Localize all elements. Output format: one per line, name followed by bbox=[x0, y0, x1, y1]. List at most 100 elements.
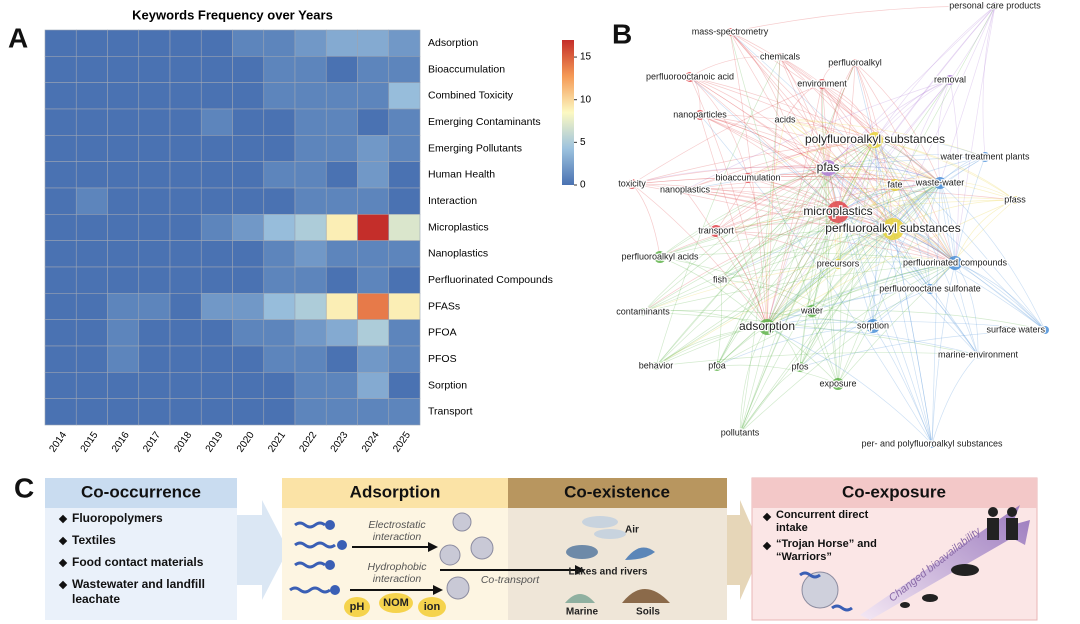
heat-cell bbox=[138, 293, 171, 320]
heat-cell bbox=[138, 161, 171, 189]
network-node bbox=[948, 256, 962, 270]
network-edge bbox=[716, 279, 723, 367]
heat-cell bbox=[107, 187, 140, 215]
network-node bbox=[945, 75, 955, 85]
heat-cell bbox=[75, 161, 108, 189]
network-edge bbox=[799, 167, 829, 368]
network-edge bbox=[779, 56, 941, 184]
network-edge bbox=[784, 119, 839, 213]
network-edge bbox=[954, 5, 996, 264]
network-edge bbox=[837, 197, 1016, 213]
network-edge bbox=[892, 199, 1016, 230]
heat-cell bbox=[388, 56, 421, 83]
network-edge bbox=[892, 228, 1046, 331]
heat-cell bbox=[44, 108, 77, 136]
network-edge bbox=[799, 139, 876, 368]
heat-cell bbox=[107, 56, 140, 83]
network-edge bbox=[655, 182, 941, 367]
box-title: Co-occurrence bbox=[81, 482, 201, 501]
network-edge bbox=[699, 114, 896, 186]
network-edge bbox=[719, 182, 941, 281]
heat-cell bbox=[44, 372, 77, 399]
x-tick-label: 2025 bbox=[391, 430, 413, 455]
network-edge bbox=[874, 139, 979, 356]
box-title: Adsorption bbox=[350, 482, 441, 501]
heat-cell bbox=[169, 372, 202, 399]
network-edge bbox=[729, 31, 839, 213]
heat-cell bbox=[107, 161, 140, 189]
network-edge bbox=[655, 262, 956, 367]
heat-cell bbox=[75, 82, 108, 110]
node-label: perfluoroalkyl substances bbox=[825, 221, 960, 235]
network-edge bbox=[784, 119, 986, 158]
heat-cell bbox=[200, 82, 233, 110]
heat-cell bbox=[44, 161, 77, 189]
network-edge bbox=[747, 177, 839, 213]
heat-cell bbox=[138, 319, 171, 347]
heat-cell bbox=[107, 398, 140, 426]
network-edge bbox=[699, 114, 941, 184]
network-edge bbox=[715, 230, 768, 328]
network-edge bbox=[659, 167, 829, 258]
network-node bbox=[974, 351, 982, 359]
network-edge bbox=[642, 310, 768, 328]
network-edge bbox=[821, 83, 956, 264]
heat-cell bbox=[263, 214, 296, 241]
colorbar-tick-label: 10 bbox=[580, 94, 592, 105]
network-edge bbox=[689, 76, 749, 179]
network-edge bbox=[827, 154, 986, 169]
heat-cell bbox=[263, 345, 296, 373]
heat-cell bbox=[138, 135, 171, 162]
network-edge bbox=[684, 189, 956, 264]
heat-cell bbox=[388, 82, 421, 110]
network-edge bbox=[827, 167, 1016, 201]
node-label: chemicals bbox=[760, 51, 801, 61]
network-edge bbox=[684, 189, 839, 213]
network-edge bbox=[739, 262, 956, 434]
network-edge bbox=[766, 139, 876, 328]
network-edge bbox=[799, 182, 941, 368]
organism-icons bbox=[900, 507, 1018, 608]
network-edge bbox=[642, 139, 876, 313]
heat-cell bbox=[200, 266, 233, 294]
network-edge bbox=[699, 114, 839, 213]
network-edge bbox=[739, 228, 894, 434]
node-label: exposure bbox=[819, 378, 856, 388]
network-edge bbox=[716, 364, 839, 385]
list-item: Textiles bbox=[72, 533, 116, 547]
network-edge bbox=[631, 183, 839, 213]
network-edge bbox=[655, 326, 768, 367]
heat-cell bbox=[294, 398, 327, 426]
heat-cell bbox=[325, 29, 358, 57]
network-edge bbox=[729, 31, 876, 141]
network-edge bbox=[642, 182, 941, 313]
heat-cell bbox=[388, 319, 421, 347]
heat-cell bbox=[107, 319, 140, 347]
box-header bbox=[45, 478, 237, 508]
node-label: toxicity bbox=[618, 178, 646, 188]
panel-label: B bbox=[612, 18, 632, 49]
heat-cell bbox=[388, 187, 421, 215]
heat-cell bbox=[169, 56, 202, 83]
network-edge bbox=[716, 182, 941, 367]
node-label: fate bbox=[887, 179, 902, 189]
network-edge bbox=[766, 228, 894, 328]
network-node bbox=[712, 361, 722, 371]
network-edge bbox=[715, 230, 956, 264]
network-edge bbox=[821, 83, 941, 184]
network-node bbox=[776, 53, 784, 61]
network-edge bbox=[689, 76, 894, 230]
node-label: personal care products bbox=[949, 0, 1041, 10]
heat-cell bbox=[44, 82, 77, 110]
network-edge bbox=[827, 167, 931, 290]
network-node bbox=[817, 79, 827, 89]
network-edge bbox=[837, 182, 941, 385]
heat-cell bbox=[200, 398, 233, 426]
medium-label: Air bbox=[625, 525, 639, 536]
network-edge bbox=[715, 182, 941, 232]
x-tick-label: 2018 bbox=[172, 430, 194, 455]
x-tick-label: 2019 bbox=[204, 430, 226, 455]
heat-cell bbox=[388, 214, 421, 241]
network-edge bbox=[659, 228, 894, 258]
heat-cell bbox=[138, 398, 171, 426]
